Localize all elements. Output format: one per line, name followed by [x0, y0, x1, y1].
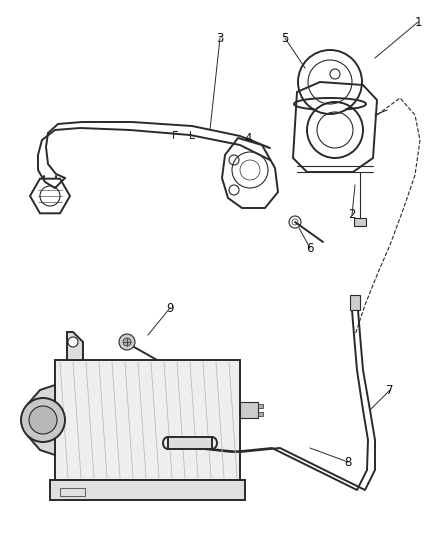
Circle shape: [119, 334, 135, 350]
Bar: [240, 402, 258, 418]
Text: 5: 5: [281, 31, 289, 44]
Bar: [168, 437, 212, 449]
Circle shape: [123, 338, 131, 346]
Bar: [258, 404, 263, 408]
Bar: [350, 295, 360, 310]
Bar: [354, 218, 366, 226]
Text: 2: 2: [348, 208, 356, 222]
Text: 9: 9: [166, 302, 174, 314]
Circle shape: [21, 398, 65, 442]
Text: 6: 6: [306, 241, 314, 254]
Bar: [55, 360, 240, 480]
Bar: [258, 412, 263, 416]
Polygon shape: [23, 385, 55, 455]
Circle shape: [29, 406, 57, 434]
Text: 1: 1: [414, 15, 422, 28]
Text: 4: 4: [244, 132, 252, 144]
Text: 8: 8: [344, 456, 352, 469]
Text: 3: 3: [216, 31, 224, 44]
Bar: [50, 480, 245, 500]
Bar: [60, 488, 85, 496]
Circle shape: [68, 337, 78, 347]
Text: 7: 7: [386, 384, 394, 397]
Polygon shape: [67, 332, 83, 360]
